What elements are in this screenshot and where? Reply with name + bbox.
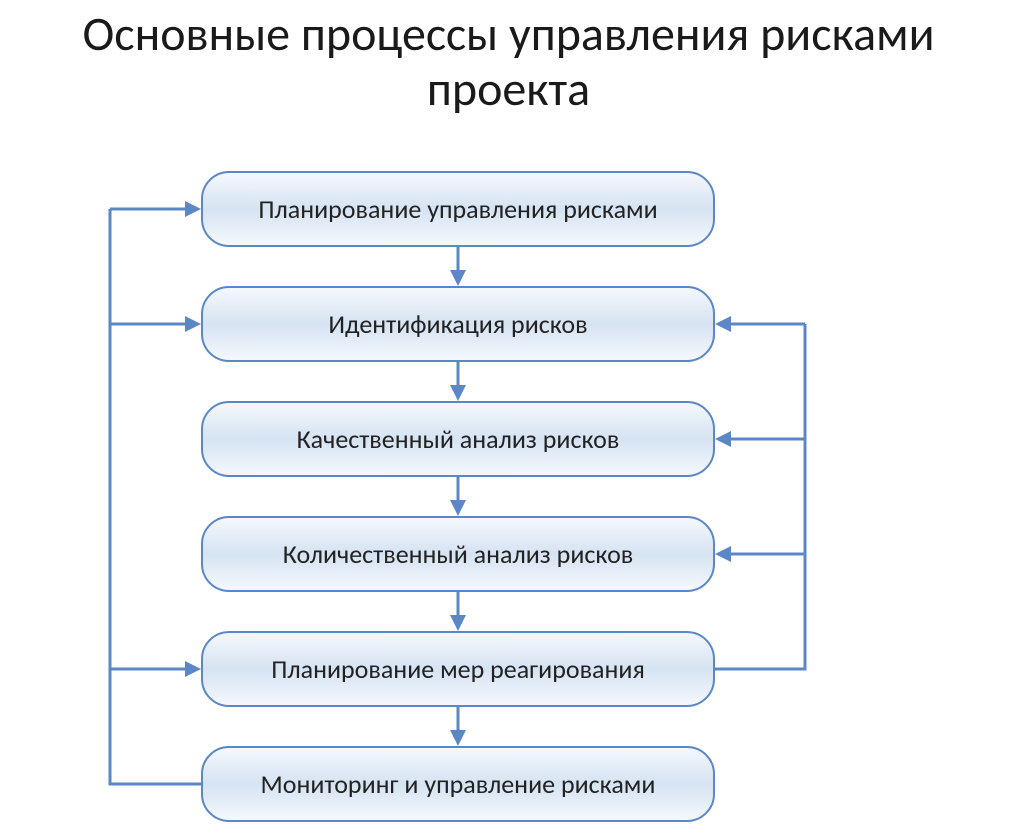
- flow-node-label: Мониторинг и управление рисками: [261, 768, 656, 800]
- flow-node-label: Качественный анализ рисков: [297, 423, 620, 455]
- flow-node-label: Идентификация рисков: [328, 308, 587, 340]
- flow-node-n2: Идентификация рисков: [201, 286, 715, 362]
- flow-node-n6: Мониторинг и управление рисками: [201, 746, 715, 822]
- flow-node-n3: Качественный анализ рисков: [201, 401, 715, 477]
- flow-node-n4: Количественный анализ рисков: [201, 516, 715, 592]
- diagram-canvas: Основные процессы управления рисками про…: [0, 0, 1017, 838]
- flow-node-n5: Планирование мер реагирования: [201, 631, 715, 707]
- flow-node-label: Количественный анализ рисков: [283, 538, 634, 570]
- flow-node-label: Планирование управления рисками: [258, 193, 657, 225]
- flow-node-n1: Планирование управления рисками: [201, 171, 715, 247]
- page-title: Основные процессы управления рисками про…: [0, 0, 1017, 116]
- flow-node-label: Планирование мер реагирования: [271, 653, 645, 685]
